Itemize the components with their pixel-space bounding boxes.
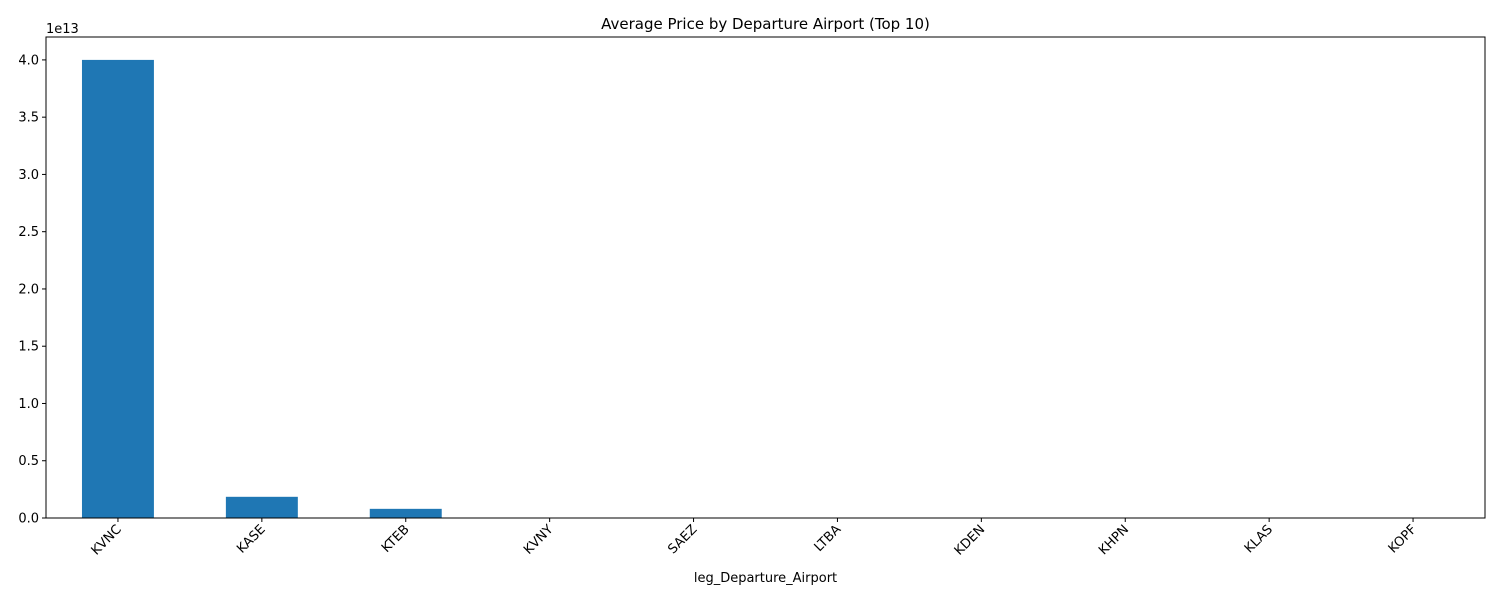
x-tick-label: KVNY xyxy=(521,522,556,557)
x-tick-label: KVNC xyxy=(89,522,125,558)
y-tick-label: 0.0 xyxy=(18,512,39,527)
x-axis-label: leg_Departure_Airport xyxy=(694,571,837,586)
y-offset-text: 1e13 xyxy=(46,22,79,37)
x-tick-label: KLAS xyxy=(1242,522,1276,556)
y-tick-label: 2.5 xyxy=(18,225,39,240)
y-tick-label: 3.5 xyxy=(18,111,39,126)
x-tick-label: LTBA xyxy=(812,522,845,555)
y-tick-label: 1.5 xyxy=(18,340,39,355)
x-axis: KVNC KASE KTEB KVNY SAEZ LTBA KDEN KHPN KLAS KOPF xyxy=(89,518,1420,559)
x-tick-label: SAEZ xyxy=(665,522,700,557)
bars-group xyxy=(81,59,1450,519)
y-tick-label: 1.0 xyxy=(18,397,39,412)
y-tick-label: 4.0 xyxy=(18,53,39,68)
plot-frame xyxy=(45,36,1486,519)
y-tick-label: 0.5 xyxy=(18,454,39,469)
x-tick-label: KOPF xyxy=(1386,522,1420,556)
x-tick-label: KHPN xyxy=(1096,522,1132,558)
x-tick-label: KTEB xyxy=(379,522,413,556)
bar-kvnc xyxy=(81,59,154,519)
y-tick-label: 3.0 xyxy=(18,168,39,183)
x-tick-label: KDEN xyxy=(952,522,988,558)
x-tick-label: KASE xyxy=(234,522,268,556)
y-tick-label: 2.0 xyxy=(18,282,39,297)
y-axis: 0.0 0.5 1.0 1.5 2.0 2.5 3.0 3.5 4.0 xyxy=(18,53,46,527)
bar-kteb xyxy=(369,508,442,518)
chart-title: Average Price by Departure Airport (Top … xyxy=(601,15,930,33)
bar-kase xyxy=(225,496,298,518)
